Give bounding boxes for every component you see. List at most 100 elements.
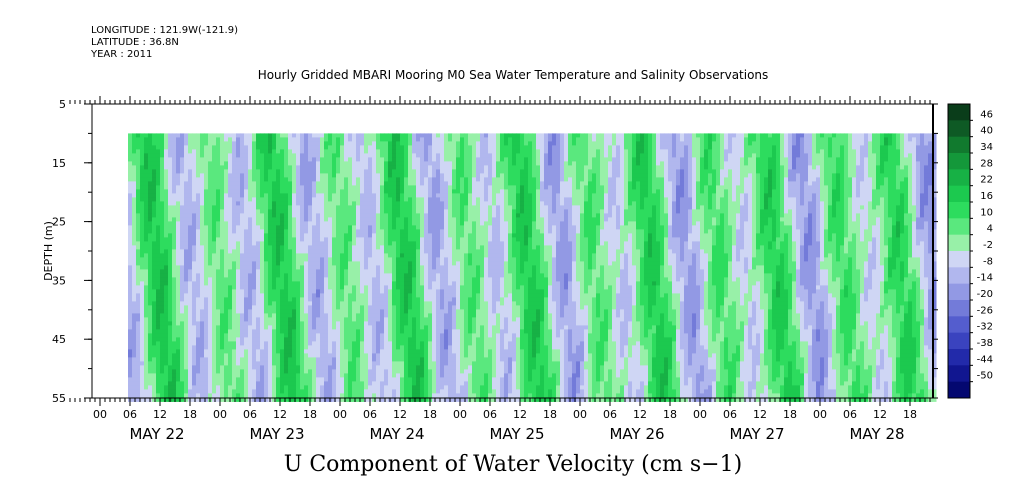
heatmap-cell: [308, 153, 313, 158]
heatmap-cell: [256, 253, 261, 258]
heatmap-cell: [376, 269, 381, 274]
heatmap-cell: [296, 229, 301, 234]
heatmap-cell: [172, 289, 177, 294]
heatmap-cell: [224, 337, 229, 342]
heatmap-cell: [364, 337, 369, 342]
heatmap-cell: [216, 137, 221, 142]
heatmap-cell: [360, 345, 365, 350]
heatmap-cell: [220, 241, 225, 246]
heatmap-cell: [244, 281, 249, 286]
heatmap-cell: [300, 393, 305, 398]
heatmap-cell: [340, 341, 345, 346]
heatmap-cell: [276, 365, 281, 370]
heatmap-cell: [296, 389, 301, 394]
heatmap-cell: [164, 133, 169, 138]
heatmap-cell: [308, 177, 313, 182]
heatmap-cell: [160, 349, 165, 354]
heatmap-cell: [268, 241, 273, 246]
heatmap-cell: [156, 205, 161, 210]
heatmap-cell: [188, 237, 193, 242]
heatmap-cell: [332, 273, 337, 278]
heatmap-cell: [248, 217, 253, 222]
heatmap-cell: [340, 141, 345, 146]
heatmap-cell: [416, 293, 421, 298]
heatmap-cell: [240, 345, 245, 350]
heatmap-cell: [360, 181, 365, 186]
heatmap-cell: [372, 269, 377, 274]
heatmap-cell: [416, 209, 421, 214]
heatmap-cell: [188, 301, 193, 306]
heatmap-cell: [200, 153, 205, 158]
heatmap-cell: [176, 185, 181, 190]
heatmap-cell: [224, 261, 229, 266]
heatmap-cell: [196, 281, 201, 286]
heatmap-cell: [280, 237, 285, 242]
heatmap-cell: [412, 285, 417, 290]
heatmap-cell: [164, 393, 169, 398]
heatmap-cell: [240, 365, 245, 370]
heatmap-cell: [372, 209, 377, 214]
heatmap-cell: [368, 209, 373, 214]
heatmap-cell: [224, 333, 229, 338]
heatmap-cell: [312, 261, 317, 266]
heatmap-cell: [284, 369, 289, 374]
heatmap-cell: [308, 189, 313, 194]
heatmap-cell: [248, 197, 253, 202]
heatmap-cell: [364, 349, 369, 354]
heatmap-cell: [396, 325, 401, 330]
heatmap-cell: [372, 353, 377, 358]
heatmap-cell: [168, 301, 173, 306]
heatmap-cell: [360, 305, 365, 310]
heatmap-cell: [300, 309, 305, 314]
heatmap-cell: [232, 341, 237, 346]
heatmap-cell: [272, 169, 277, 174]
heatmap-cell: [128, 205, 133, 210]
heatmap-cell: [216, 185, 221, 190]
heatmap-cell: [248, 381, 253, 386]
heatmap-cell: [336, 357, 341, 362]
heatmap-cell: [384, 381, 389, 386]
heatmap-cell: [212, 169, 217, 174]
heatmap-cell: [360, 337, 365, 342]
heatmap-cell: [384, 397, 389, 402]
heatmap-cell: [132, 345, 137, 350]
heatmap-cell: [212, 329, 217, 334]
heatmap-cell: [380, 137, 385, 142]
heatmap-cell: [208, 257, 213, 262]
heatmap-cell: [412, 333, 417, 338]
heatmap-cell: [172, 337, 177, 342]
heatmap-cell: [232, 157, 237, 162]
heatmap-cell: [184, 253, 189, 258]
heatmap-cell: [372, 285, 377, 290]
heatmap-cell: [416, 381, 421, 386]
heatmap-cell: [188, 305, 193, 310]
heatmap-cell: [320, 273, 325, 278]
heatmap-cell: [144, 245, 149, 250]
heatmap-cell: [308, 389, 313, 394]
heatmap-cell: [136, 285, 141, 290]
heatmap-cell: [420, 225, 425, 230]
heatmap-cell: [288, 333, 293, 338]
heatmap-cell: [400, 181, 405, 186]
heatmap-cell: [192, 169, 197, 174]
heatmap-cell: [252, 137, 257, 142]
heatmap-cell: [400, 161, 405, 166]
heatmap-cell: [296, 161, 301, 166]
heatmap-cell: [400, 325, 405, 330]
heatmap-cell: [412, 365, 417, 370]
heatmap-cell: [156, 285, 161, 290]
heatmap-cell: [136, 385, 141, 390]
heatmap-cell: [172, 313, 177, 318]
heatmap-cell: [392, 345, 397, 350]
heatmap-cell: [188, 341, 193, 346]
heatmap-cell: [296, 325, 301, 330]
heatmap-cell: [352, 177, 357, 182]
heatmap-cell: [136, 289, 141, 294]
heatmap-cell: [324, 221, 329, 226]
heatmap-cell: [364, 385, 369, 390]
heatmap-cell: [420, 161, 425, 166]
heatmap-cell: [352, 137, 357, 142]
heatmap-cell: [312, 357, 317, 362]
heatmap-cell: [328, 309, 333, 314]
heatmap-cell: [200, 329, 205, 334]
